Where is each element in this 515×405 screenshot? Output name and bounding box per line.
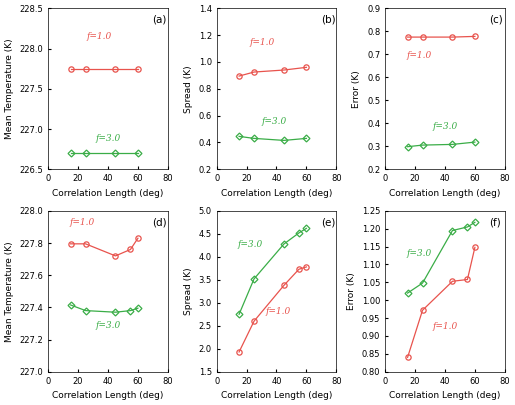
X-axis label: Correlation Length (deg): Correlation Length (deg) xyxy=(389,391,501,400)
Y-axis label: Error (K): Error (K) xyxy=(352,70,362,108)
Text: f=3.0: f=3.0 xyxy=(237,240,263,249)
Y-axis label: Spread (K): Spread (K) xyxy=(184,267,193,315)
Text: f=1.0: f=1.0 xyxy=(266,307,291,316)
Text: f=1.0: f=1.0 xyxy=(433,322,458,331)
Text: (e): (e) xyxy=(321,217,335,227)
Text: f=1.0: f=1.0 xyxy=(87,32,112,41)
Text: f=1.0: f=1.0 xyxy=(250,38,275,47)
Y-axis label: Mean Temperature (K): Mean Temperature (K) xyxy=(5,38,14,139)
Text: f=3.0: f=3.0 xyxy=(433,122,458,131)
Text: f=1.0: f=1.0 xyxy=(406,51,432,60)
X-axis label: Correlation Length (deg): Correlation Length (deg) xyxy=(53,391,164,400)
Text: f=3.0: f=3.0 xyxy=(262,117,287,126)
Text: (f): (f) xyxy=(489,217,501,227)
Text: f=3.0: f=3.0 xyxy=(96,321,122,330)
X-axis label: Correlation Length (deg): Correlation Length (deg) xyxy=(53,189,164,198)
Y-axis label: Error (K): Error (K) xyxy=(347,273,356,310)
Text: f=1.0: f=1.0 xyxy=(69,217,94,226)
Text: f=3.0: f=3.0 xyxy=(406,249,432,258)
Text: (d): (d) xyxy=(152,217,167,227)
X-axis label: Correlation Length (deg): Correlation Length (deg) xyxy=(221,189,332,198)
Text: (a): (a) xyxy=(152,15,167,25)
X-axis label: Correlation Length (deg): Correlation Length (deg) xyxy=(389,189,501,198)
Text: (b): (b) xyxy=(321,15,335,25)
Y-axis label: Mean Temperature (K): Mean Temperature (K) xyxy=(5,241,14,341)
Text: f=3.0: f=3.0 xyxy=(96,134,122,143)
Y-axis label: Spread (K): Spread (K) xyxy=(184,65,193,113)
X-axis label: Correlation Length (deg): Correlation Length (deg) xyxy=(221,391,332,400)
Text: (c): (c) xyxy=(489,15,503,25)
